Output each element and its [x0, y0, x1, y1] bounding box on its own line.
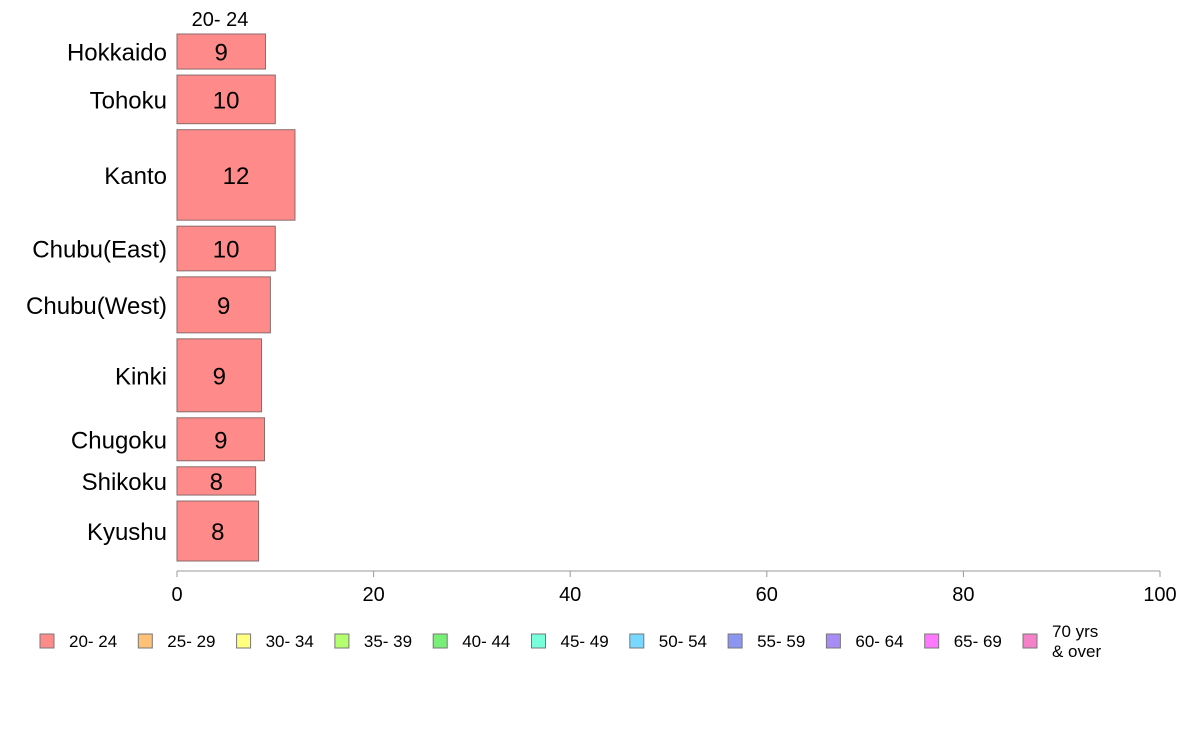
legend-swatch: [825, 633, 841, 649]
bar: [176, 74, 276, 125]
bar: [176, 276, 271, 334]
x-axis: 0 20 40 60 80 100: [171, 570, 1177, 606]
category-label: Kanto: [104, 163, 167, 190]
category-label: Chugoku: [71, 427, 167, 454]
legend-swatch: [137, 633, 153, 649]
category-label: Kinki: [115, 363, 167, 390]
legend-label: 40- 44: [462, 632, 510, 651]
legend-swatch: [924, 633, 940, 649]
bar-value-label: 10: [213, 87, 240, 114]
x-tick-label: 40: [559, 584, 581, 606]
legend-label: 70 yrs & over: [1052, 622, 1101, 661]
bar-value-label: 9: [215, 40, 228, 67]
legend-swatch: [727, 633, 743, 649]
bar: [176, 225, 276, 272]
bar-value-label: 10: [213, 237, 240, 264]
bar: [176, 466, 257, 496]
legend-label: 45- 49: [561, 632, 609, 651]
legend-swatch: [432, 633, 448, 649]
legend-swatch: [236, 633, 252, 649]
bar-value-label: 9: [213, 363, 226, 390]
x-tick-label: 0: [171, 584, 182, 606]
category-label: Chubu(East): [32, 237, 167, 264]
legend-swatch: [531, 633, 546, 649]
legend-label: 65- 69: [954, 632, 1002, 651]
category-label: Shikoku: [82, 469, 167, 496]
legend-label: 20- 24: [69, 632, 117, 651]
x-tick-label: 80: [952, 584, 974, 606]
bar-value-label: 9: [214, 427, 227, 454]
bar-value-label: 8: [211, 519, 224, 546]
legend: 20- 24 25- 29 30- 34 35- 39 40- 44 45- 49 50- …: [39, 622, 1101, 661]
category-label: Kyushu: [87, 519, 167, 546]
legend-swatch: [629, 633, 645, 649]
legend-label: 25- 29: [167, 632, 215, 651]
bar: [176, 33, 266, 70]
column-header: 20- 24: [192, 9, 249, 31]
category-label: Tohoku: [90, 87, 167, 114]
legend-label: 50- 54: [659, 632, 707, 651]
legend-label: 55- 59: [757, 632, 805, 651]
bar-value-label: 9: [217, 293, 230, 320]
category-label: Chubu(West): [26, 293, 167, 320]
bar: [176, 500, 260, 562]
legend-swatch: [334, 633, 350, 649]
bar-value-label: 8: [210, 469, 223, 496]
legend-label: 60- 64: [855, 632, 903, 651]
legend-swatch: [39, 633, 55, 649]
legend-label: 35- 39: [364, 632, 412, 651]
legend-swatch: [1022, 633, 1038, 649]
category-label: Hokkaido: [67, 40, 167, 67]
legend-label: 30- 34: [266, 632, 314, 651]
x-tick-label: 100: [1143, 584, 1176, 606]
bar: [176, 417, 265, 462]
x-tick-label: 20: [362, 584, 384, 606]
bar: [176, 338, 263, 413]
bar-value-label: 12: [223, 163, 250, 190]
bar: [176, 129, 296, 221]
x-tick-label: 60: [756, 584, 778, 606]
bars-group: 9 Hokkaido 10 Tohoku 12 Kanto 10 Chubu(East) 9 Ch…: [26, 33, 296, 562]
